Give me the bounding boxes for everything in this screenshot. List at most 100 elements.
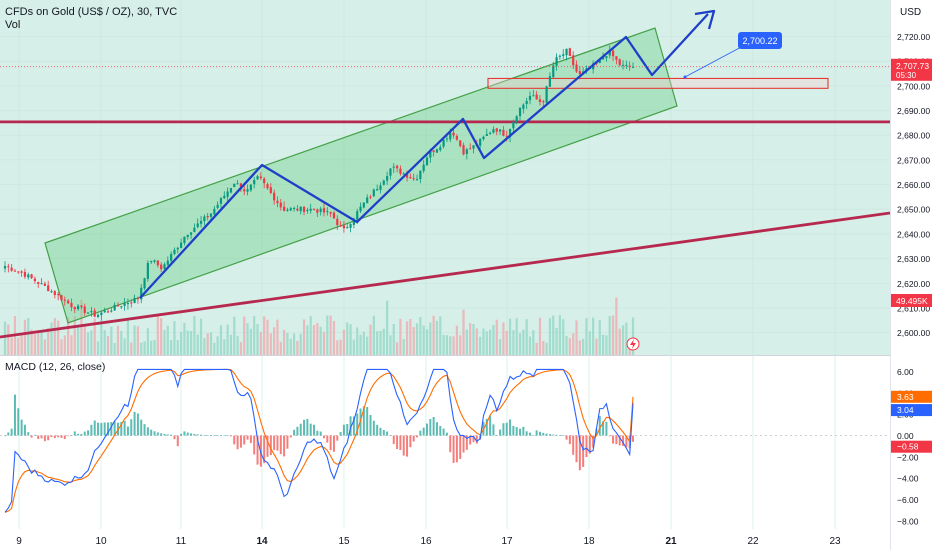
candle-body <box>279 202 282 208</box>
volume-bar <box>10 337 13 355</box>
price-tick-label: 2,680.00 <box>897 131 930 141</box>
candle-body <box>106 311 110 313</box>
candle-body <box>283 206 286 211</box>
macd-histogram-bar <box>535 430 538 436</box>
macd-histogram-bar <box>206 435 209 436</box>
volume-bar <box>3 321 7 355</box>
candle-body <box>442 139 445 147</box>
macd-histogram-bar <box>505 422 508 436</box>
candle-body <box>339 225 342 227</box>
volume-bar <box>435 320 439 355</box>
candle-body <box>73 307 76 310</box>
macd-histogram-bar <box>183 431 186 436</box>
candle-body <box>515 116 518 123</box>
volume-bar <box>100 320 103 355</box>
macd-histogram-bar <box>13 394 16 436</box>
currency-label[interactable]: USD <box>900 7 922 18</box>
volume-bar <box>273 327 276 355</box>
volume-bar <box>213 342 216 355</box>
volume-bar <box>442 334 445 355</box>
macd-histogram-bar <box>492 424 495 436</box>
macd-histogram-bar <box>439 425 442 436</box>
macd-histogram-bar <box>303 419 306 436</box>
volume-bar <box>67 317 70 355</box>
macd-histogram-bar <box>432 417 435 436</box>
candle-body <box>113 304 116 311</box>
macd-histogram-bar <box>582 435 585 467</box>
volume-bar <box>106 336 110 355</box>
symbol-title[interactable]: CFDs on Gold (US$ / OZ), 30, TVC <box>5 6 178 18</box>
candle-body <box>439 147 442 151</box>
candle-body <box>465 149 468 154</box>
candle-body <box>256 176 259 180</box>
volume-bar <box>366 336 369 355</box>
macd-histogram-bar <box>386 431 389 436</box>
candle-body <box>219 198 223 204</box>
macd-histogram-bar <box>342 424 345 436</box>
volume-label[interactable]: Vol <box>5 19 21 31</box>
volume-bar <box>286 332 289 355</box>
volume-bar <box>133 325 136 355</box>
candle-body <box>27 274 30 278</box>
drawings-back <box>0 27 891 339</box>
macd-histogram-bar <box>166 434 169 436</box>
candle-body <box>618 59 621 66</box>
volume-bar <box>445 335 449 355</box>
macd-histogram-bar <box>452 435 455 463</box>
volume-bar <box>349 324 352 355</box>
volume-bar <box>379 330 382 355</box>
macd-histogram-bar <box>578 435 581 471</box>
macd-histogram-bar <box>409 435 412 448</box>
volume-bar <box>196 334 199 355</box>
candle-body <box>86 312 90 314</box>
macd-histogram-bar <box>379 427 382 436</box>
candle-body <box>552 65 555 78</box>
candle-body <box>189 232 193 235</box>
macd-histogram-bar <box>249 435 252 444</box>
macd-histogram-bar <box>236 435 239 450</box>
volume-bar <box>283 329 286 355</box>
macd-histogram-bar <box>63 435 66 440</box>
candle-body <box>90 311 93 313</box>
candle-body <box>522 104 525 109</box>
candle-body <box>100 312 103 316</box>
volume-bar <box>588 331 591 355</box>
macd-histogram-bar <box>233 435 236 445</box>
candle-body <box>259 176 262 179</box>
volume-bar <box>405 321 409 355</box>
macd-histogram-bar <box>140 419 143 436</box>
price-scale[interactable]: 2,720.002,710.002,700.002,690.002,680.00… <box>891 32 932 526</box>
macd-histogram-bar <box>575 435 578 463</box>
volume-bar <box>585 318 588 355</box>
macd-label[interactable]: MACD (12, 26, close) <box>5 361 106 373</box>
macd-histogram-bar <box>43 435 46 442</box>
volume-bar <box>130 342 133 355</box>
volume-bar <box>236 335 239 355</box>
macd-histogram-bar <box>489 415 492 436</box>
macd-histogram-bar <box>472 435 475 443</box>
candle-body <box>246 189 249 192</box>
macd-histogram-bar <box>203 434 206 436</box>
candle-body <box>20 271 23 273</box>
macd-histogram-bar <box>319 431 322 436</box>
last-price-badge <box>891 58 932 81</box>
volume-bar <box>186 330 189 355</box>
macd-tick-label: 6.00 <box>897 367 914 377</box>
candle-body <box>352 218 355 225</box>
macd-histogram-bar <box>30 435 33 438</box>
volume-bar <box>223 339 226 355</box>
macd-line <box>4 368 634 513</box>
time-axis[interactable]: 9 10 11 14 15 16 17 18 21 22 23 <box>16 536 841 547</box>
candle-body <box>575 64 578 72</box>
candle-body <box>153 260 156 262</box>
volume-bar <box>77 327 80 355</box>
price-tick-label: 2,670.00 <box>897 155 930 165</box>
macd-histogram-bar <box>286 435 289 449</box>
macd-histogram-bar <box>133 411 136 436</box>
macd-histogram-bar <box>366 406 369 436</box>
volume-bar <box>572 333 575 355</box>
macd-histogram-bar <box>100 423 103 436</box>
macd-histogram-bar <box>97 422 100 436</box>
volume-bar <box>173 321 176 355</box>
